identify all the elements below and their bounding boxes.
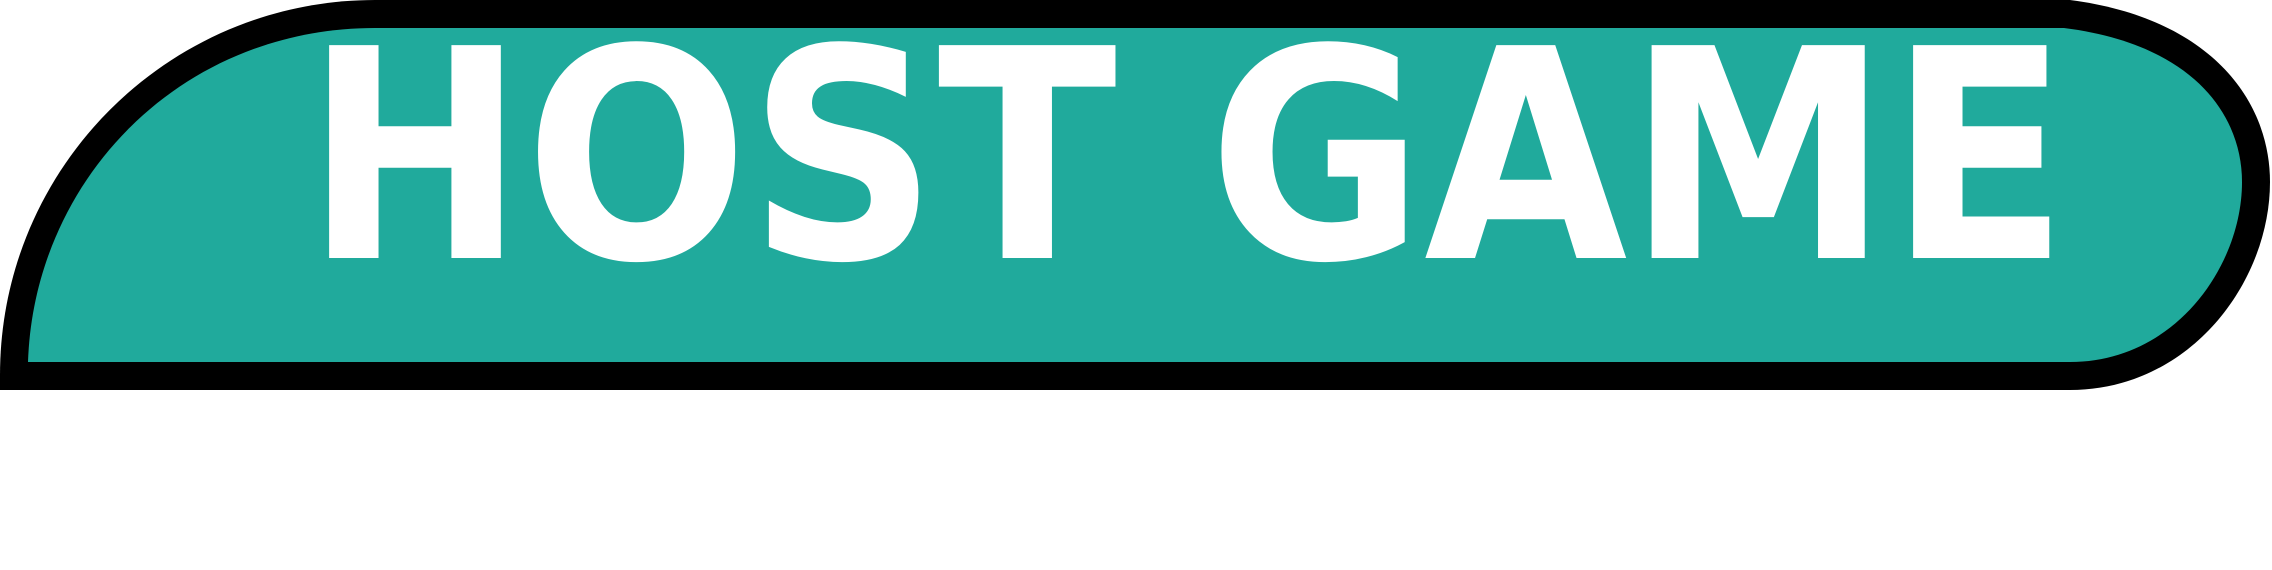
host-game-button-label: HOST GAME: [305, 0, 2069, 327]
host-game-button-fill: [28, 28, 2242, 362]
host-game-button[interactable]: HOST GAME: [0, 0, 2272, 400]
host-game-button-shape: [0, 0, 2270, 390]
